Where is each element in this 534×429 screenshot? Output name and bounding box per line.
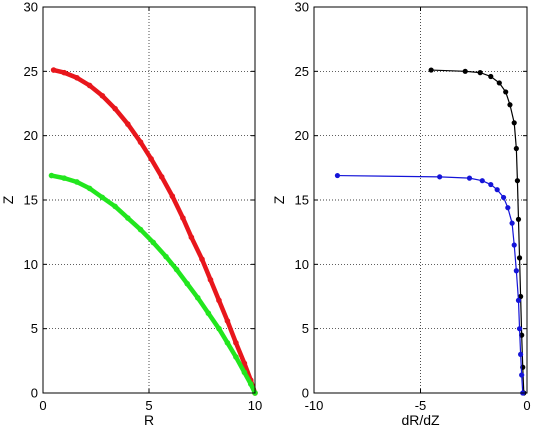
left-chart-series-1-point bbox=[184, 280, 190, 287]
right-chart-ytick-label: 0 bbox=[302, 386, 309, 401]
right-chart-ytick-label: 25 bbox=[295, 64, 309, 79]
left-chart-series-0-point bbox=[188, 234, 195, 241]
right-chart-series-1-point bbox=[509, 220, 515, 226]
left-chart-ytick-label: 15 bbox=[24, 193, 38, 208]
right-chart-series-0-point bbox=[428, 67, 434, 73]
right-chart-ytick-label: 15 bbox=[295, 193, 309, 208]
left-chart-series-1-point bbox=[163, 253, 169, 260]
left-chart-series-0-point bbox=[233, 340, 239, 346]
right-chart-series-0-point bbox=[516, 255, 523, 261]
right-chart-series-1-point bbox=[515, 297, 522, 303]
left-chart-ytick-label: 25 bbox=[24, 64, 38, 79]
right-chart-series-0-point bbox=[462, 68, 468, 74]
left-chart-series-0-point bbox=[61, 69, 67, 76]
left-chart-series-1-point bbox=[150, 239, 157, 246]
right-chart-series-0-point bbox=[503, 89, 509, 95]
left-chart-series-0-point bbox=[169, 193, 176, 199]
left-chart-series-1-point bbox=[137, 226, 144, 233]
left-chart-ytick-label: 5 bbox=[31, 321, 38, 336]
left-chart-series-0-point bbox=[86, 82, 93, 89]
right-chart-series-1-point bbox=[513, 268, 519, 274]
left-chart-series-1-point bbox=[86, 185, 93, 192]
left-chart-series-1-point bbox=[233, 354, 239, 360]
right-chart-series-0-point bbox=[477, 70, 483, 76]
left-chart-series-0-point bbox=[216, 297, 222, 304]
right-chart-series-1-point bbox=[494, 187, 500, 193]
left-chart-series-1-point bbox=[48, 172, 55, 179]
right-chart-series-1-point bbox=[518, 351, 524, 357]
right-chart-series-1-line bbox=[337, 174, 524, 394]
left-chart-series-1-point bbox=[194, 294, 201, 301]
left-chart-series-1-point bbox=[224, 340, 231, 346]
right-chart-xtick-label: 0 bbox=[523, 398, 530, 413]
left-chart-series-0-point bbox=[180, 215, 186, 221]
right-chart-ylabel: Z bbox=[271, 195, 287, 204]
left-chart-series-0-point bbox=[112, 105, 118, 112]
left-chart-ytick-label: 10 bbox=[24, 257, 38, 272]
left-chart-series-1-point bbox=[74, 179, 80, 185]
left-chart-ytick-label: 30 bbox=[24, 0, 38, 15]
right-chart-series-1-point bbox=[479, 178, 485, 184]
left-chart-series-0-point bbox=[158, 174, 165, 180]
right-chart-ytick-label: 5 bbox=[302, 321, 309, 336]
right-chart-series-0-point bbox=[515, 216, 522, 222]
right-chart-series-0-point bbox=[514, 178, 521, 184]
left-chart-series-0-point bbox=[50, 67, 57, 73]
right-chart-series-1-point bbox=[488, 181, 494, 188]
left-chart-ytick-label: 0 bbox=[31, 386, 38, 401]
right-chart-xtick-label: -10 bbox=[305, 398, 324, 413]
left-chart-series-0-point bbox=[148, 156, 154, 162]
right-chart-series-1-point bbox=[519, 372, 525, 378]
right-chart-ytick-label: 20 bbox=[295, 128, 309, 143]
right-chart-xtick-label: -5 bbox=[415, 398, 427, 413]
left-chart-series-0-point bbox=[99, 92, 106, 99]
left-chart-series-1-point bbox=[247, 381, 254, 387]
right-chart-series-0-point bbox=[518, 293, 524, 300]
right-chart-series-0-point bbox=[496, 80, 502, 86]
right-chart-series-0-point bbox=[488, 73, 494, 80]
left-chart-series-0-point bbox=[207, 276, 214, 283]
left-chart-series-1-point bbox=[112, 203, 118, 210]
left-chart-series-1-point bbox=[61, 175, 67, 181]
left-chart-series-1-point bbox=[205, 310, 212, 317]
left-chart-series-1-point bbox=[173, 266, 180, 273]
left-chart-xtick-label: 5 bbox=[145, 398, 152, 413]
right-chart-series-0-point bbox=[507, 102, 513, 108]
left-chart-ytick-label: 20 bbox=[24, 128, 38, 143]
left-chart-xlabel: R bbox=[144, 412, 154, 428]
left-chart-series-1-point bbox=[125, 215, 131, 221]
right-chart-series-0-point bbox=[511, 120, 517, 126]
left-chart-series-0-point bbox=[137, 139, 144, 145]
left-chart-series-0-point bbox=[199, 256, 205, 262]
left-chart-xtick-label: 0 bbox=[39, 398, 46, 413]
left-chart-series-0-point bbox=[241, 360, 248, 367]
left-chart-series-1-point bbox=[241, 369, 248, 376]
left-chart-series-0-point bbox=[224, 318, 231, 324]
right-chart-series-0-line bbox=[431, 69, 525, 394]
right-chart-ytick-label: 30 bbox=[295, 0, 309, 15]
right-chart-series-1-point bbox=[505, 205, 511, 211]
right-chart-series-1-point bbox=[466, 175, 473, 181]
right-chart-series-1-point bbox=[334, 172, 341, 179]
right-chart-series-1-point bbox=[511, 242, 517, 248]
left-chart-series-0-point bbox=[125, 121, 131, 127]
left-chart-xtick-label: 10 bbox=[248, 398, 262, 413]
left-chart-series-1-point bbox=[216, 325, 222, 332]
right-chart-ytick-label: 10 bbox=[295, 257, 309, 272]
left-chart-ylabel: Z bbox=[0, 195, 16, 204]
right-chart-series-0-point bbox=[513, 145, 519, 152]
right-chart-series-1-point bbox=[500, 194, 507, 201]
right-chart-xlabel: dR/dZ bbox=[401, 412, 440, 428]
left-chart-series-0-point bbox=[74, 74, 80, 81]
left-chart-series-1-point bbox=[99, 194, 106, 201]
right-chart-series-1-point bbox=[516, 326, 523, 332]
right-chart-series-1-point bbox=[437, 174, 443, 180]
